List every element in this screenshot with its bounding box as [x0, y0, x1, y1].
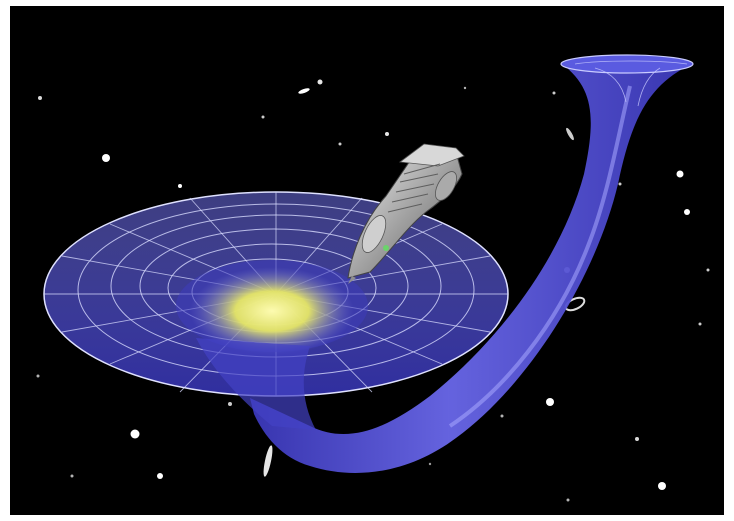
core-glow	[190, 267, 354, 355]
spaceship	[347, 143, 465, 284]
wormhole-illustration	[36, 54, 710, 502]
far-mouth-rim	[560, 54, 694, 74]
star-field	[36, 79, 710, 502]
wormhole-image	[10, 6, 724, 515]
wormhole-tube	[250, 64, 692, 473]
